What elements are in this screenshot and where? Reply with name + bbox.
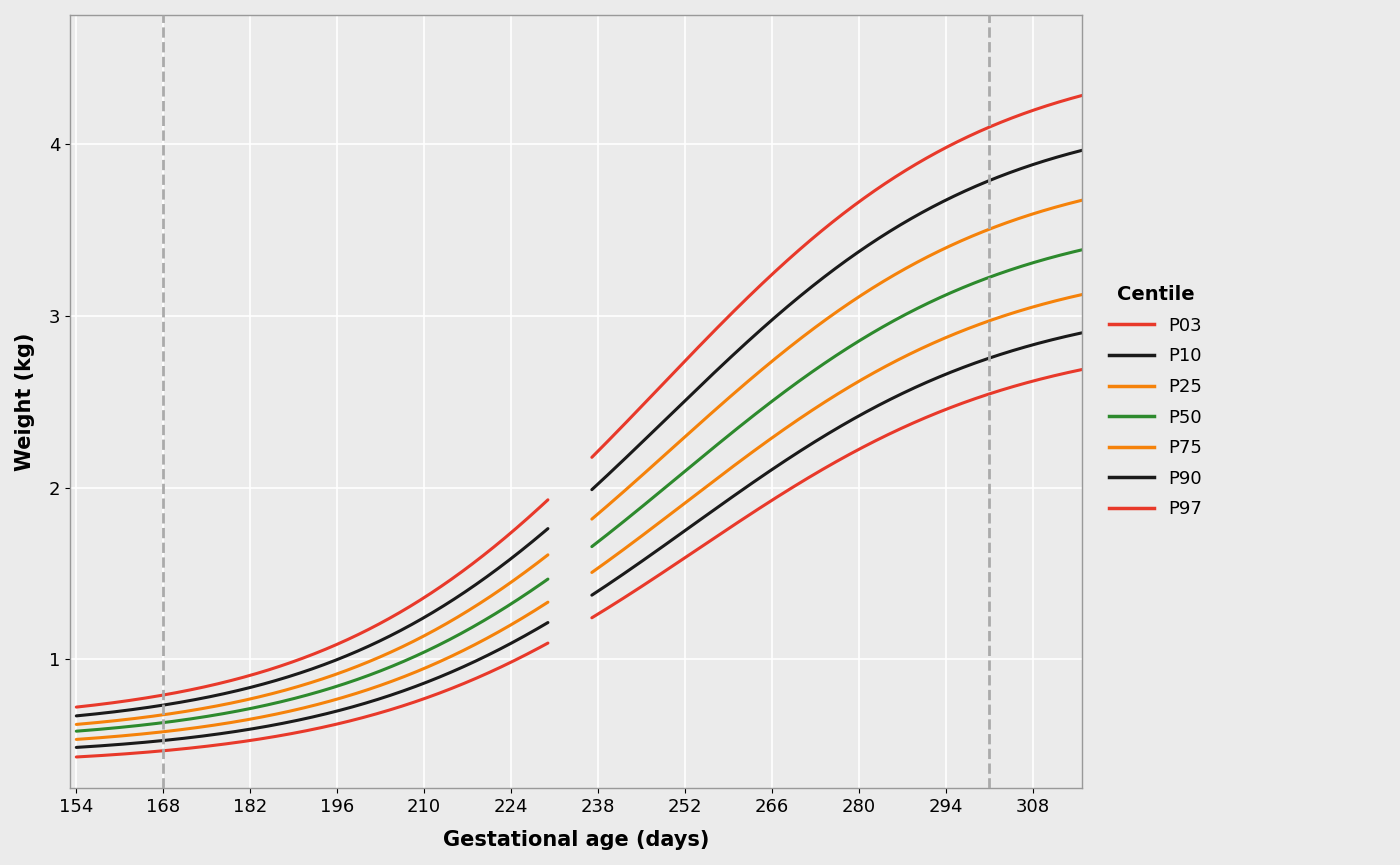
Y-axis label: Weight (kg): Weight (kg)	[15, 332, 35, 471]
Legend: P03, P10, P25, P50, P75, P90, P97: P03, P10, P25, P50, P75, P90, P97	[1102, 278, 1210, 526]
X-axis label: Gestational age (days): Gestational age (days)	[442, 830, 710, 850]
